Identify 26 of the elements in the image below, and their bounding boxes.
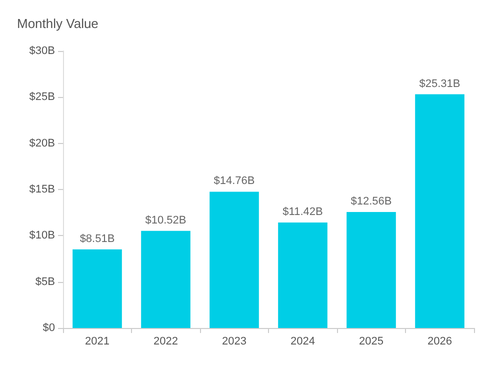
bar [415, 94, 464, 328]
data-label: $14.76B [214, 175, 255, 188]
y-tick-label: $10B [29, 230, 55, 242]
x-tick-label: 2026 [428, 336, 452, 348]
y-tick-label: $5B [35, 276, 55, 288]
y-tick-label: $20B [29, 137, 55, 150]
bar [346, 212, 396, 328]
y-tick-label: $15B [29, 184, 55, 196]
x-tick-label: 2025 [359, 336, 384, 348]
data-label: $10.52B [145, 214, 186, 226]
x-tick-label: 2023 [222, 336, 246, 348]
bar [72, 249, 122, 328]
chart-title: Monthly Value [17, 16, 98, 31]
bar [210, 192, 259, 328]
x-tick-label: 2024 [290, 336, 315, 348]
data-label: $25.31B [419, 78, 460, 90]
bar [278, 222, 328, 328]
x-tick-label: 2022 [154, 336, 178, 348]
data-label: $8.51B [80, 232, 115, 245]
data-label: $12.56B [350, 196, 392, 208]
y-tick-label: $0 [42, 322, 55, 334]
y-tick-label: $30B [29, 45, 55, 57]
bar [141, 230, 190, 328]
data-label: $11.42B [282, 206, 323, 218]
x-tick-label: 2021 [85, 336, 110, 348]
y-tick-label: $25B [29, 91, 55, 104]
